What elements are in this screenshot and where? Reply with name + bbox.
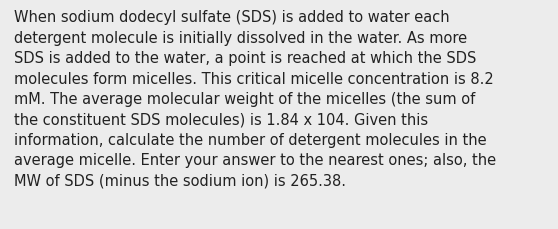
Text: When sodium dodecyl sulfate (SDS) is added to water each
detergent molecule is i: When sodium dodecyl sulfate (SDS) is add… <box>14 10 496 188</box>
